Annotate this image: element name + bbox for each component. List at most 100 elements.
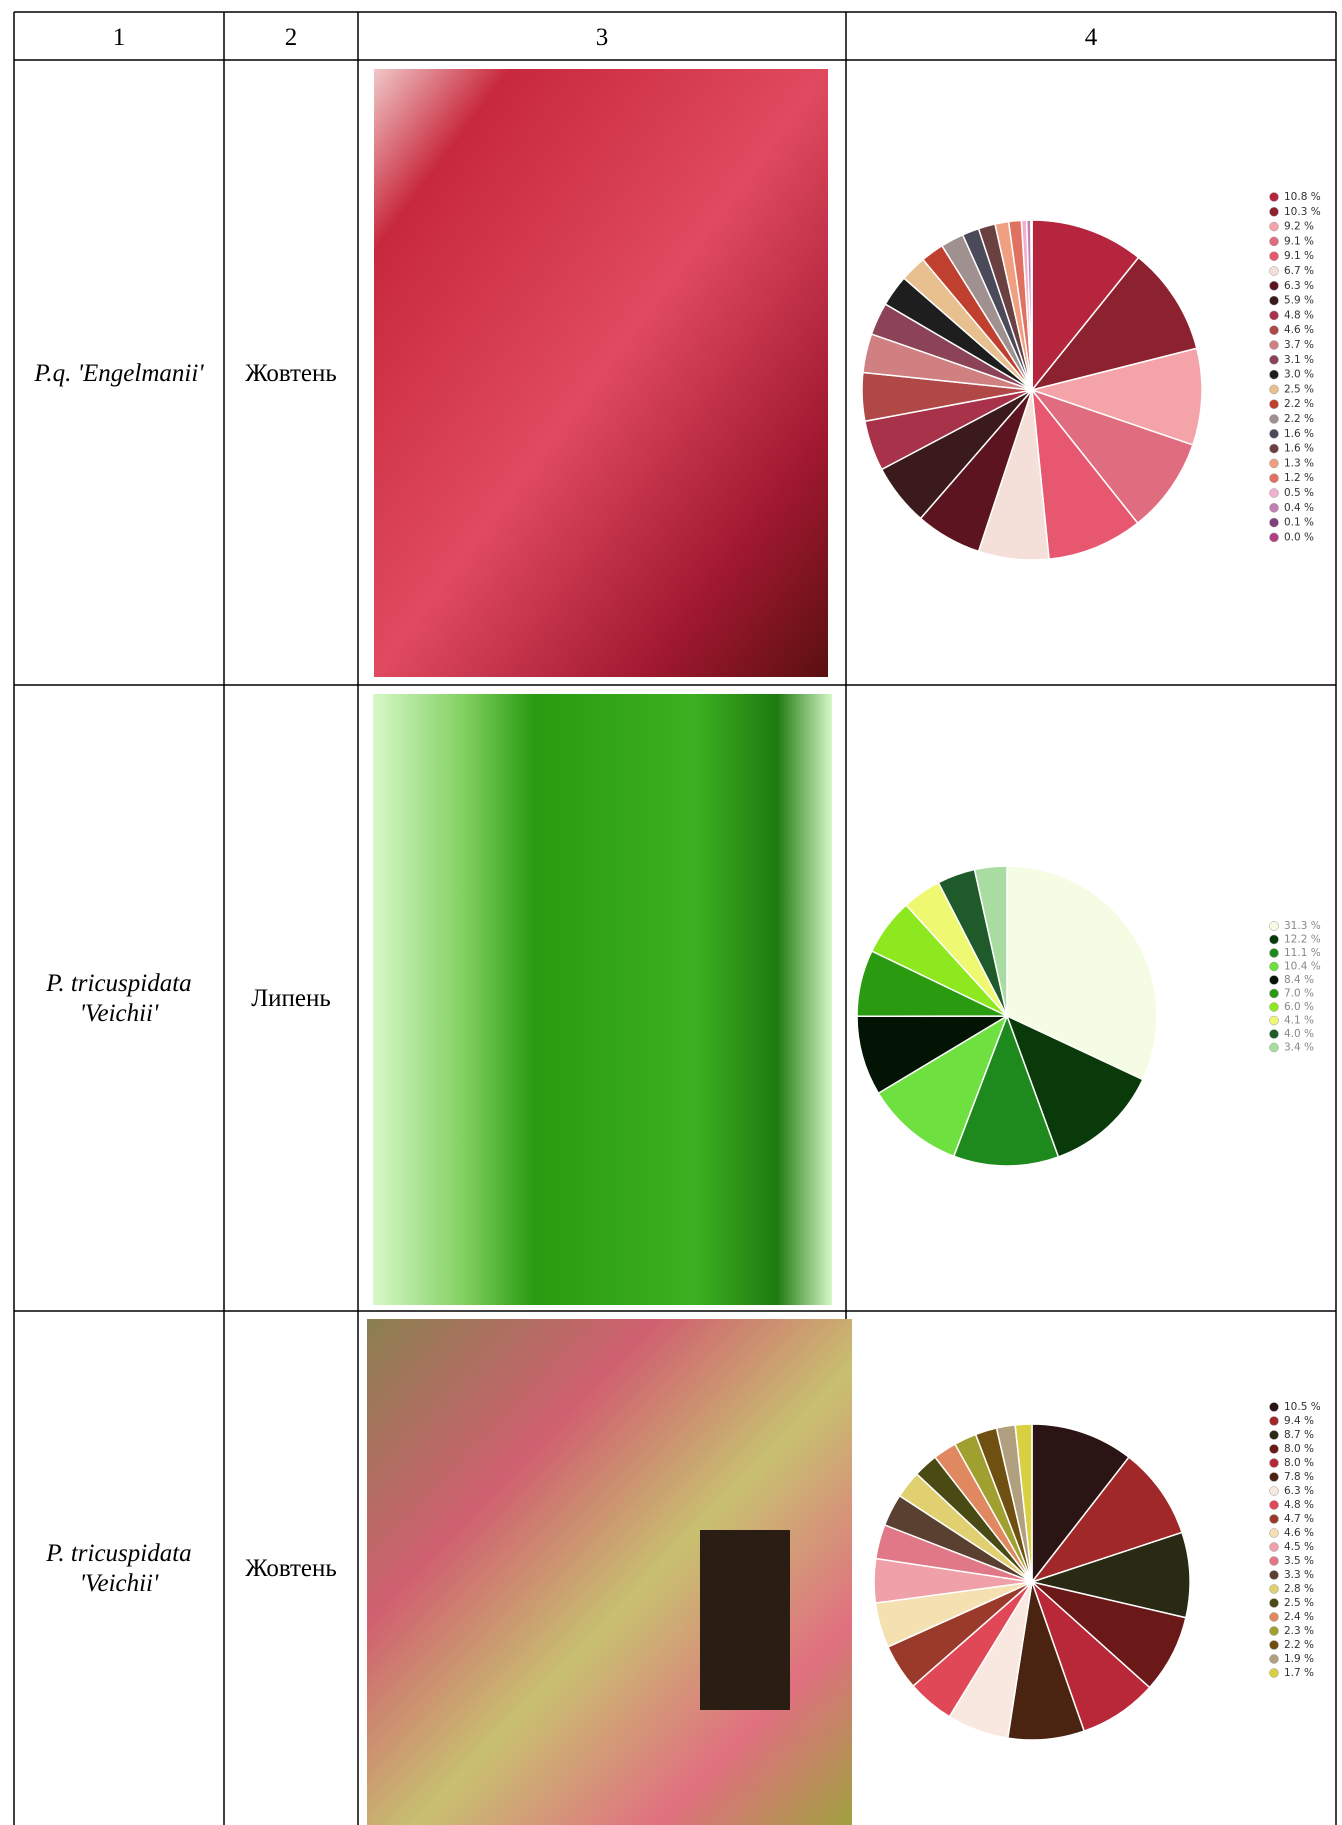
legend-label: 9.2 % <box>1284 221 1314 233</box>
legend-label: 2.3 % <box>1284 1625 1314 1637</box>
legend-label: 0.0 % <box>1284 531 1314 543</box>
legend-marker <box>1269 1458 1279 1468</box>
photo <box>374 69 828 677</box>
pie-slice <box>1029 1456 1183 1584</box>
legend-label: 31.3 % <box>1284 920 1321 932</box>
legend-label: 6.3 % <box>1284 1485 1314 1497</box>
legend-marker <box>1269 517 1279 528</box>
legend-marker <box>1269 948 1279 958</box>
species: 'Veichii' <box>80 1000 159 1027</box>
legend-label: 4.0 % <box>1284 1028 1314 1040</box>
legend-label: 9.1 % <box>1284 235 1314 247</box>
legend-label: 3.0 % <box>1284 369 1314 381</box>
legend-label: 10.3 % <box>1284 206 1321 218</box>
legend-label: 2.8 % <box>1284 1583 1314 1595</box>
legend-marker <box>1269 236 1279 247</box>
legend-label: 7.0 % <box>1284 988 1314 1000</box>
legend-marker <box>1269 1514 1279 1524</box>
pie-slice <box>1030 387 1139 560</box>
month: Липень <box>251 985 331 1012</box>
legend-label: 7.8 % <box>1284 1471 1314 1483</box>
legend-label: 3.5 % <box>1284 1555 1314 1567</box>
legend-marker <box>1269 340 1279 350</box>
species: 'Veichii' <box>80 1570 159 1597</box>
legend-label: 11.1 % <box>1284 947 1321 959</box>
legend-marker <box>1269 1029 1279 1039</box>
legend-marker <box>1269 355 1279 365</box>
species: P.q. 'Engelmanii' <box>33 360 204 387</box>
legend-marker <box>1269 207 1279 217</box>
legend-label: 2.5 % <box>1284 383 1314 395</box>
pie-slice <box>952 1013 1060 1167</box>
pie-slice <box>1029 388 1194 525</box>
legend-label: 1.7 % <box>1284 1667 1314 1679</box>
legend-marker <box>1269 251 1279 261</box>
legend-marker <box>1269 961 1279 972</box>
legend-label: 0.5 % <box>1284 487 1314 499</box>
legend-label: 6.3 % <box>1284 280 1314 292</box>
legend-marker <box>1269 325 1279 335</box>
legend-marker <box>1269 369 1279 380</box>
legend-marker <box>1269 1598 1279 1608</box>
pie-slice <box>1030 256 1198 392</box>
legend-label: 3.4 % <box>1284 1042 1314 1054</box>
photo-window <box>700 1530 790 1710</box>
legend-marker <box>1269 414 1279 424</box>
legend-label: 2.4 % <box>1284 1611 1314 1623</box>
legend-label: 10.8 % <box>1284 191 1321 203</box>
legend-label: 6.0 % <box>1284 1001 1314 1013</box>
pie-slice <box>1031 219 1140 393</box>
legend-marker <box>1269 488 1279 498</box>
legend-label: 5.9 % <box>1284 295 1314 307</box>
legend-marker <box>1269 399 1279 409</box>
legend-label: 4.8 % <box>1284 1499 1314 1511</box>
table-grid <box>13 11 1337 1825</box>
legend-label: 6.7 % <box>1284 265 1314 277</box>
legend-label: 4.1 % <box>1284 1015 1314 1027</box>
month: Жовтень <box>245 360 337 387</box>
legend-label: 9.1 % <box>1284 250 1314 262</box>
legend-marker <box>1269 192 1279 202</box>
species: P. tricuspidata <box>45 970 191 997</box>
legend-label: 1.6 % <box>1284 443 1314 455</box>
legend-label: 12.2 % <box>1284 934 1321 946</box>
legend-label: 4.7 % <box>1284 1513 1314 1525</box>
pie-slice <box>1029 1531 1191 1619</box>
legend-marker <box>1269 1528 1279 1538</box>
legend-label: 2.2 % <box>1284 398 1314 410</box>
legend-label: 4.6 % <box>1284 1527 1314 1539</box>
pie-slice <box>1014 1423 1033 1583</box>
legend-marker <box>1269 1430 1279 1440</box>
legend-marker <box>1269 988 1279 999</box>
legend-marker <box>1269 532 1279 543</box>
legend-label: 8.0 % <box>1284 1457 1314 1469</box>
header-cell: 2 <box>285 24 298 51</box>
legend-marker <box>1269 934 1279 945</box>
legend-marker <box>1269 1416 1279 1426</box>
legend-marker <box>1269 1654 1279 1664</box>
legend-marker <box>1269 295 1279 306</box>
legend-marker <box>1269 429 1279 439</box>
legend-marker <box>1269 1612 1279 1622</box>
legend-label: 1.3 % <box>1284 457 1314 469</box>
legend-label: 3.3 % <box>1284 1569 1314 1581</box>
legend-marker <box>1269 1542 1279 1552</box>
legend-marker <box>1269 503 1279 513</box>
legend-label: 4.6 % <box>1284 324 1314 336</box>
legend-marker <box>1269 1570 1279 1580</box>
legend-marker <box>1269 458 1279 469</box>
legend-label: 10.5 % <box>1284 1401 1321 1413</box>
legend-marker <box>1269 1472 1279 1482</box>
legend-label: 1.9 % <box>1284 1653 1314 1665</box>
legend-marker <box>1269 1668 1279 1678</box>
legend-label: 8.4 % <box>1284 974 1314 986</box>
photo <box>373 694 832 1305</box>
pie-slice <box>973 865 1008 1017</box>
legend-label: 4.8 % <box>1284 309 1314 321</box>
legend-marker <box>1269 310 1279 321</box>
species: P. tricuspidata <box>45 1540 191 1567</box>
legend-marker <box>1269 1002 1279 1012</box>
pie-slice <box>877 1014 1009 1158</box>
header-cell: 3 <box>596 24 609 51</box>
